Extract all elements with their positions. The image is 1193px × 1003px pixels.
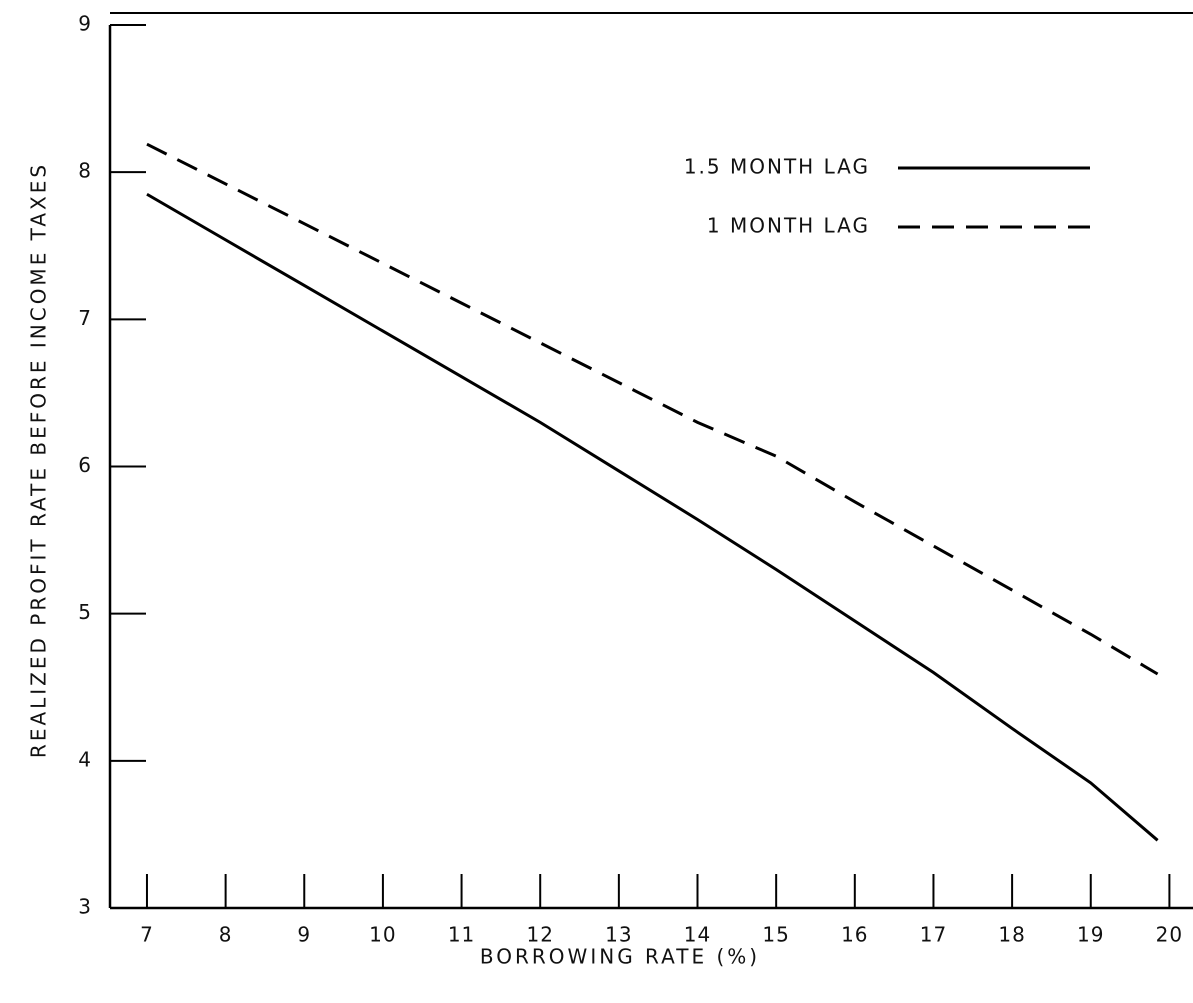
x-tick-label: 13 (605, 923, 632, 947)
x-tick-label: 7 (140, 923, 154, 947)
y-axis-label: REALIZED PROFIT RATE BEFORE INCOME TAXES (27, 162, 51, 758)
series-line (146, 142, 1159, 676)
y-tick-label: 5 (78, 600, 92, 624)
x-tick-label: 9 (297, 923, 311, 947)
x-tick-label: 10 (369, 923, 396, 947)
y-tick-label: 7 (78, 306, 92, 330)
y-tick-label: 8 (78, 159, 92, 183)
y-tick-label: 4 (78, 747, 92, 771)
x-tick-label: 19 (1077, 923, 1104, 947)
x-tick-label: 15 (762, 923, 789, 947)
x-tick-label: 16 (841, 923, 868, 947)
legend-label: 1 MONTH LAG (707, 214, 870, 238)
x-tick-label: 17 (920, 923, 947, 947)
legend-label: 1.5 MONTH LAG (684, 155, 870, 179)
y-tick-label: 6 (78, 453, 92, 477)
x-axis-label: BORROWING RATE (%) (480, 945, 760, 969)
x-tick-label: 12 (526, 923, 553, 947)
x-tick-label: 11 (448, 923, 475, 947)
series-line (146, 192, 1159, 842)
x-tick-label: 14 (684, 923, 711, 947)
y-tick-label: 9 (78, 12, 92, 36)
x-tick-label: 20 (1156, 923, 1183, 947)
y-tick-label: 3 (78, 895, 92, 919)
x-tick-label: 8 (219, 923, 233, 947)
x-tick-label: 18 (998, 923, 1025, 947)
